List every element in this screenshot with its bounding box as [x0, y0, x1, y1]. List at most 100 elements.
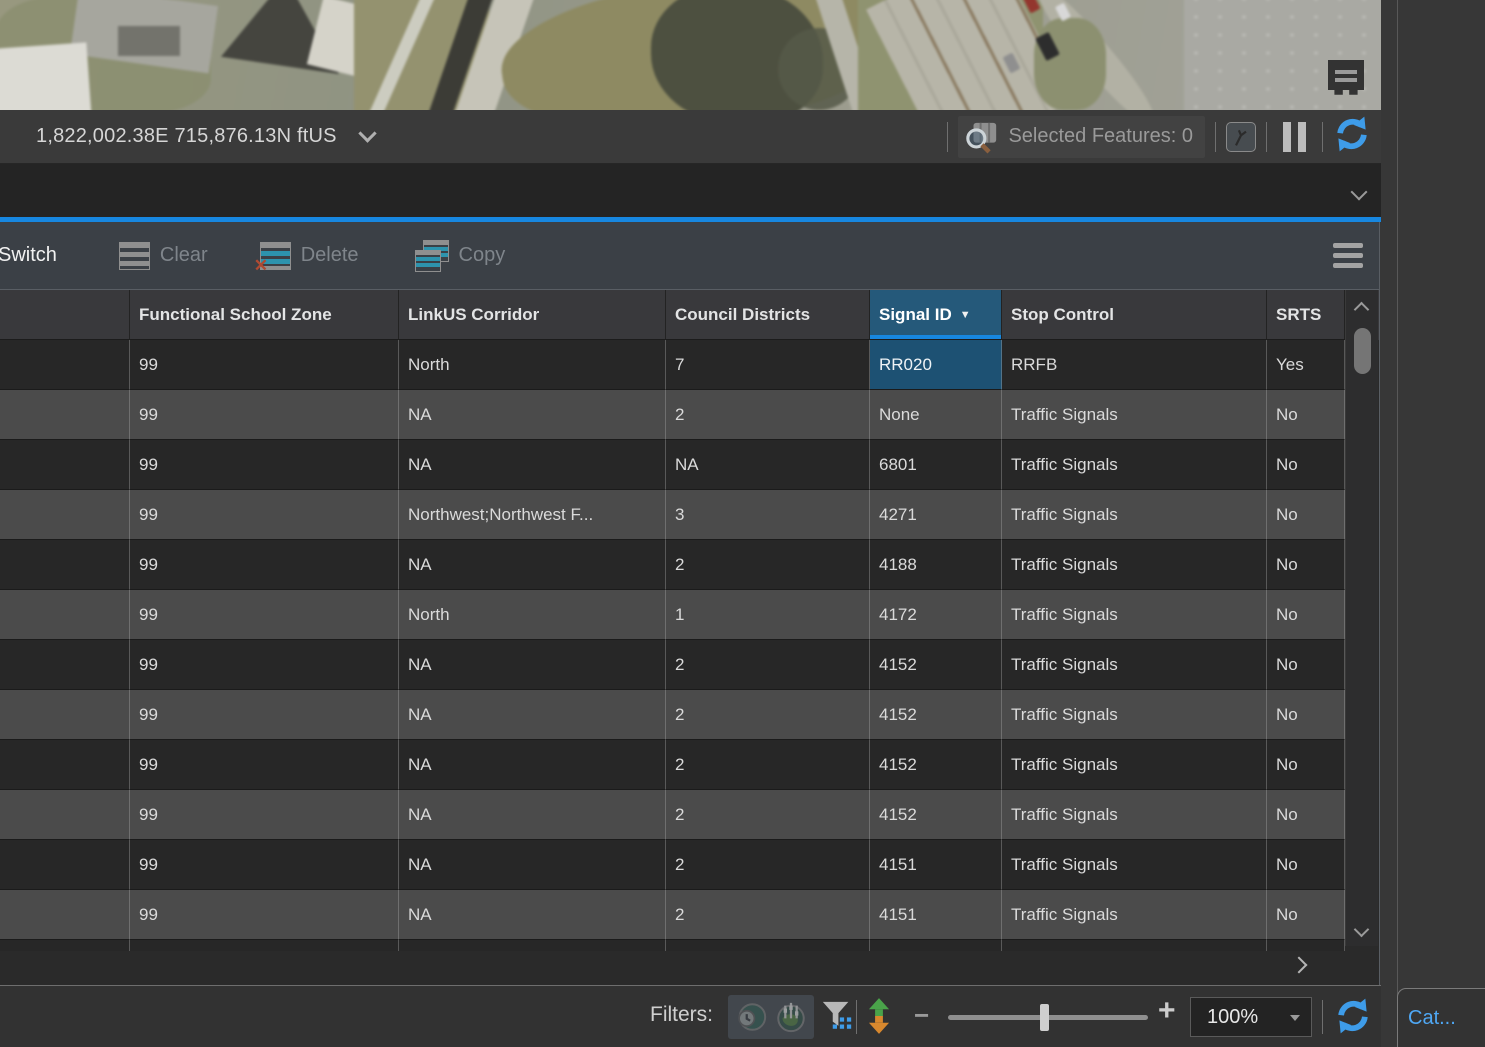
table-cell[interactable]: NA — [399, 840, 666, 890]
table-cell[interactable]: North — [399, 340, 666, 390]
table-cell[interactable] — [0, 840, 130, 890]
table-cell[interactable]: 1 — [666, 590, 870, 640]
vertical-scrollbar[interactable] — [1345, 290, 1378, 946]
table-cell[interactable]: 4152 — [870, 740, 1002, 790]
table-cell[interactable]: None — [870, 390, 1002, 440]
table-row[interactable]: 99 NA 2 4151 Traffic Signals No — [0, 840, 1379, 890]
table-cell[interactable]: NA — [399, 390, 666, 440]
table-row-partial[interactable] — [0, 940, 1379, 951]
table-cell[interactable]: NA — [399, 690, 666, 740]
table-cell[interactable]: 4152 — [870, 640, 1002, 690]
switch-selection-button[interactable]: Switch — [0, 244, 57, 266]
sort-updown-icon[interactable] — [864, 997, 894, 1035]
zoom-level-dropdown[interactable]: 100% — [1190, 997, 1312, 1037]
table-cell[interactable]: 99 — [130, 590, 399, 640]
table-row[interactable]: 99 NA 2 4152 Traffic Signals No — [0, 740, 1379, 790]
table-cell[interactable]: 7 — [666, 340, 870, 390]
table-cell[interactable]: NA — [399, 440, 666, 490]
filter-attributes-funnel-icon[interactable] — [820, 999, 854, 1033]
table-row[interactable]: 99 Northwest;Northwest F... 3 4271 Traffic S… — [0, 490, 1379, 540]
table-cell[interactable]: Traffic Signals — [1002, 440, 1267, 490]
pause-drawing-button[interactable] — [1283, 121, 1306, 152]
zoom-in-button[interactable]: + — [1158, 994, 1176, 1027]
selected-features-button[interactable]: Selected Features: 0 — [958, 115, 1205, 158]
table-cell[interactable]: 2 — [666, 640, 870, 690]
table-cell[interactable] — [0, 540, 130, 590]
time-filter-globe-icon[interactable] — [734, 1000, 768, 1034]
table-cell[interactable]: 99 — [130, 840, 399, 890]
table-cell[interactable]: 4151 — [870, 840, 1002, 890]
table-row[interactable]: 99 North 1 4172 Traffic Signals No — [0, 590, 1379, 640]
table-cell[interactable]: 2 — [666, 790, 870, 840]
column-header-blank[interactable] — [0, 290, 130, 340]
table-cell[interactable]: RR020 — [870, 340, 1002, 390]
table-cell[interactable]: NA — [399, 640, 666, 690]
map-view[interactable] — [0, 0, 1381, 110]
table-cell[interactable]: NA — [399, 790, 666, 840]
table-cell[interactable] — [0, 440, 130, 490]
table-cell[interactable]: 4172 — [870, 590, 1002, 640]
table-cell[interactable] — [1002, 940, 1267, 951]
table-cell[interactable] — [0, 390, 130, 440]
table-cell[interactable] — [0, 890, 130, 940]
scrollbar-thumb[interactable] — [1354, 328, 1371, 374]
table-cell[interactable]: 4152 — [870, 690, 1002, 740]
table-cell[interactable]: Traffic Signals — [1002, 590, 1267, 640]
table-cell[interactable] — [666, 940, 870, 951]
table-cell[interactable]: 99 — [130, 690, 399, 740]
table-cell[interactable]: No — [1267, 490, 1345, 540]
table-cell[interactable]: 99 — [130, 340, 399, 390]
table-cell[interactable] — [870, 940, 1002, 951]
refresh-table-button[interactable] — [1334, 997, 1372, 1040]
table-cell[interactable]: 4271 — [870, 490, 1002, 540]
table-cell[interactable]: No — [1267, 440, 1345, 490]
table-cell[interactable]: 99 — [130, 390, 399, 440]
coordinate-units-chevron-icon[interactable] — [357, 124, 377, 143]
table-cell[interactable] — [0, 790, 130, 840]
table-cell[interactable]: 2 — [666, 740, 870, 790]
table-cell[interactable]: 2 — [666, 690, 870, 740]
table-cell[interactable]: 3 — [666, 490, 870, 540]
table-cell[interactable]: NA — [399, 890, 666, 940]
table-row[interactable]: 99 NA 2 4152 Traffic Signals No — [0, 790, 1379, 840]
scroll-up-chevron-icon[interactable] — [1353, 301, 1370, 318]
table-cell[interactable] — [0, 690, 130, 740]
table-row[interactable]: 99 NA 2 4152 Traffic Signals No — [0, 640, 1379, 690]
column-header-stop-control[interactable]: Stop Control — [1002, 290, 1267, 340]
zoom-out-button[interactable]: − — [914, 1000, 930, 1030]
table-cell[interactable]: NA — [666, 440, 870, 490]
table-row[interactable]: 99 NA 2 4188 Traffic Signals No — [0, 540, 1379, 590]
table-row[interactable]: 99 North 7 RR020 RRFB Yes — [0, 340, 1379, 390]
table-cell[interactable]: 99 — [130, 540, 399, 590]
table-cell[interactable]: 2 — [666, 840, 870, 890]
table-cell[interactable]: Traffic Signals — [1002, 790, 1267, 840]
collapse-pane-chevron-icon[interactable] — [1350, 183, 1368, 201]
refresh-map-button[interactable] — [1333, 115, 1371, 158]
table-cell[interactable] — [0, 640, 130, 690]
table-cell[interactable]: North — [399, 590, 666, 640]
table-zoom-slider-thumb[interactable] — [1040, 1004, 1049, 1031]
range-filter-globe-icon[interactable] — [774, 1000, 808, 1034]
table-cell[interactable]: 6801 — [870, 440, 1002, 490]
table-row[interactable]: 99 NA 2 4151 Traffic Signals No — [0, 890, 1379, 940]
table-cell[interactable]: No — [1267, 390, 1345, 440]
coordinate-readout[interactable]: 1,822,002.38E 715,876.13N ftUS — [36, 125, 337, 147]
catalog-pane-tab[interactable]: Cat... — [1397, 988, 1485, 1047]
table-row[interactable]: 99 NA NA 6801 Traffic Signals No — [0, 440, 1379, 490]
table-cell[interactable]: Northwest;Northwest F... — [399, 490, 666, 540]
table-cell[interactable] — [130, 940, 399, 951]
table-cell[interactable]: No — [1267, 690, 1345, 740]
table-cell[interactable]: No — [1267, 640, 1345, 690]
table-cell[interactable]: Traffic Signals — [1002, 840, 1267, 890]
table-cell[interactable]: 99 — [130, 440, 399, 490]
table-cell[interactable]: No — [1267, 540, 1345, 590]
table-cell[interactable]: No — [1267, 840, 1345, 890]
column-header-srts[interactable]: SRTS — [1267, 290, 1345, 340]
table-cell[interactable] — [0, 490, 130, 540]
column-header-council-districts[interactable]: Council Districts — [666, 290, 870, 340]
table-cell[interactable]: 2 — [666, 540, 870, 590]
table-cell[interactable]: 2 — [666, 890, 870, 940]
table-cell[interactable] — [0, 340, 130, 390]
table-cell[interactable]: 99 — [130, 890, 399, 940]
map-selection-tool-button[interactable] — [1226, 121, 1256, 152]
